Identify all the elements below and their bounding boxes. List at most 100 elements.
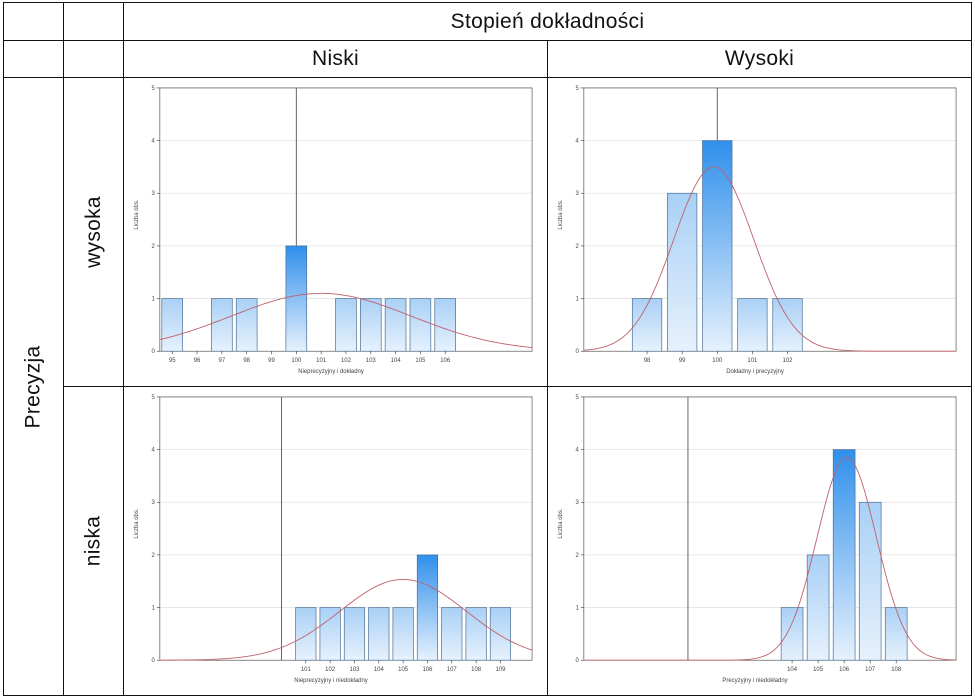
y-tick-label: 5 [152,86,156,92]
bar [392,607,414,661]
y-tick-label: 0 [152,658,156,664]
row-label-niska: niska [63,386,124,696]
y-axis-label: Liczba obs. [558,199,564,229]
x-tick-label: 109 [495,667,506,673]
bar [416,554,439,661]
x-tick-label: 95 [169,358,176,364]
y-tick-label: 5 [152,395,156,401]
histogram-chart: 0 1 2 3 4 5 98 99 100 101 102 Dokładny i precyzyjny… [558,86,957,375]
bar [702,140,733,352]
bar [441,607,463,661]
x-tick-label: 101 [301,667,312,673]
x-tick-label: 106 [839,667,850,673]
bar [359,298,382,352]
x-tick-label: 106 [440,358,451,364]
x-tick-label: 99 [679,358,686,364]
y-tick-label: 4 [576,448,580,454]
bar [235,298,258,352]
chart-cell-high-accuracy-high-precision: 0 1 2 3 4 5 98 99 100 101 102 Dokładny i precyzyjny… [547,77,972,387]
bar [737,298,768,352]
header-niski: Niski [123,40,548,78]
bar [368,607,390,661]
bar [884,607,908,661]
x-tick-label: 96 [194,358,201,364]
x-tick-label: 105 [415,358,426,364]
y-tick-label: 1 [152,297,156,303]
y-tick-label: 0 [152,349,156,355]
histogram-chart: 0 1 2 3 4 5 95 96 97 98 99 100 101 102 103 104 105 106 Nie… [134,86,533,375]
plot-frame [583,87,957,352]
x-tick-label: 104 [391,358,402,364]
y-tick-label: 3 [152,191,156,197]
bar [780,607,804,661]
x-tick-label: 107 [865,667,876,673]
x-axis-label: Dokładny i precyzyjny [726,369,784,375]
normal-curve [583,457,957,661]
plot-frame [583,396,957,661]
x-tick-label: 104 [374,667,385,673]
x-tick-label: 101 [316,358,327,364]
y-axis-label: Liczba obs. [558,508,564,538]
bar [631,298,663,352]
bar [285,245,308,352]
y-tick-label: 1 [152,606,156,612]
bar [667,192,698,352]
x-tick-label: 107 [447,667,458,673]
y-tick-label: 2 [152,553,156,559]
row-label-wysoka-text: wysoka [81,196,105,268]
x-tick-label: 103 [349,667,360,673]
x-tick-label: 99 [268,358,275,364]
header-stopien-dokladnosci: Stopień dokładności [123,2,972,41]
histogram-chart: 0 1 2 3 4 5 101 102 103 104 105 106 107 108 109 Nieprec… [134,395,533,684]
x-tick-label: 103 [366,358,377,364]
x-axis-label: Precyzyjny i niedokładny [722,678,787,684]
y-tick-label: 1 [576,606,580,612]
bar [858,501,882,661]
normal-curve [583,166,957,352]
y-axis-label: Liczba obs. [134,508,140,538]
chart-cell-low-accuracy-high-precision: 0 1 2 3 4 5 95 96 97 98 99 100 101 102 103 104 105 106 Nie… [123,77,548,387]
x-tick-label: 101 [747,358,758,364]
bar [343,607,366,661]
y-tick-label: 2 [576,244,580,250]
y-tick-label: 4 [576,139,580,145]
bar [211,298,233,352]
y-tick-label: 2 [576,553,580,559]
y-tick-label: 2 [152,244,156,250]
x-tick-label: 105 [398,667,409,673]
x-tick-label: 102 [341,358,352,364]
bar [489,607,512,661]
bar [319,607,341,661]
normal-curve [159,292,533,348]
bar [434,298,456,352]
histogram-chart: 0 1 2 3 4 5 104 105 106 107 108 Precyzyjny i niedok… [558,395,957,684]
normal-curve [159,578,533,661]
x-tick-label: 106 [422,667,433,673]
x-tick-label: 98 [644,358,651,364]
y-axis-label: Liczba obs. [134,199,140,229]
x-tick-label: 100 [712,358,723,364]
bar [806,554,830,661]
x-tick-label: 98 [243,358,250,364]
x-axis-label: Nieprecyzyjny i dokładny [298,369,364,375]
y-tick-label: 0 [576,349,580,355]
y-tick-label: 0 [576,658,580,664]
bar [384,298,407,352]
bar [832,449,856,661]
corner-cell-mid-left [3,40,64,78]
bar [772,298,803,352]
y-tick-label: 3 [152,500,156,506]
chart-cell-high-accuracy-low-precision: 0 1 2 3 4 5 104 105 106 107 108 Precyzyjny i niedok… [547,386,972,696]
y-tick-label: 5 [576,395,580,401]
x-axis-label: Nieprecyzyjny i niedokładny [294,678,368,684]
x-tick-label: 100 [291,358,302,364]
bar [295,607,317,661]
y-tick-label: 5 [576,86,580,92]
y-tick-label: 3 [576,500,580,506]
corner-cell-top-left [3,2,64,41]
bar [409,298,432,352]
bar [465,607,487,661]
bar [161,298,184,352]
x-tick-label: 102 [783,358,794,364]
